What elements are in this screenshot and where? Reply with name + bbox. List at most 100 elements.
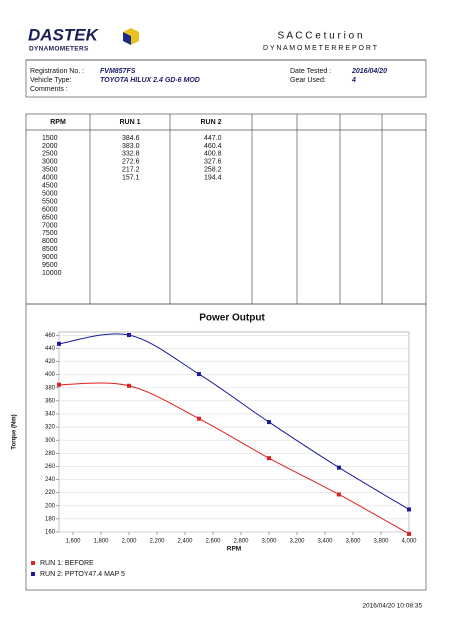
label: Registration No. :: [30, 68, 84, 75]
logo: DASTEK: [28, 25, 100, 44]
x-tick-label: 1,600: [65, 539, 81, 545]
x-tick-label: 3,400: [317, 539, 333, 545]
point-marker: [197, 416, 201, 421]
table-columns: [89, 114, 383, 304]
table-cell: 3500: [42, 167, 58, 174]
x-tick-label: 2,400: [177, 539, 193, 545]
table-cell: 7000: [42, 222, 58, 229]
table-cell: 258.2: [204, 167, 222, 174]
legend-label: RUN 1: BEFORE: [40, 560, 94, 567]
table-cell: 2000: [42, 143, 58, 150]
chart-box: [25, 303, 427, 591]
label: Gear Used:: [290, 77, 326, 84]
chart-title: Power Output: [199, 313, 265, 324]
label: Vehicle Type:: [30, 77, 72, 84]
value: 4: [351, 77, 356, 84]
table-cell: 384.6: [122, 135, 140, 142]
y-tick-label: 180: [45, 516, 56, 522]
y-tick-label: 360: [45, 398, 56, 404]
y-tick-label: 260: [45, 464, 56, 470]
table-cell: 8000: [42, 238, 58, 245]
point-marker: [407, 531, 411, 536]
logo-icon: [123, 28, 139, 45]
table-cell: 5000: [42, 190, 58, 197]
table-cell: 6000: [42, 206, 58, 213]
plot-area: [58, 331, 410, 533]
table-cell: 9000: [42, 254, 58, 261]
legend-swatch: [31, 561, 35, 565]
value: FVM857FS: [100, 68, 136, 75]
y-tick-label: 460: [45, 333, 56, 339]
point-marker: [127, 333, 131, 338]
x-axis-label: RPM: [227, 546, 241, 553]
value: 2016/04/20: [351, 68, 387, 75]
y-tick-label: 220: [45, 490, 56, 496]
x-tick-label: 1,800: [93, 539, 109, 545]
point-marker: [337, 492, 341, 497]
report-subtitle: D Y N A M O M E T E R R E P O R T: [263, 45, 378, 52]
legend-swatch: [31, 572, 35, 576]
y-tick-label: 240: [45, 477, 56, 483]
label: Date Tested :: [290, 68, 331, 75]
point-marker: [57, 382, 61, 387]
table-header: RUN 2: [200, 119, 221, 126]
table-cell: 332.8: [122, 151, 140, 158]
table-cell: 7500: [42, 230, 58, 237]
y-tick-label: 440: [45, 346, 56, 352]
table-cell: 272.6: [122, 159, 140, 166]
x-tick-label: 4,000: [401, 539, 417, 545]
table-cell: 400.8: [204, 151, 222, 158]
y-tick-label: 300: [45, 438, 56, 444]
y-tick-label: 380: [45, 385, 56, 391]
table-cell: 8500: [42, 246, 58, 253]
table-cell: 9500: [42, 262, 58, 269]
timestamp: 2016/04/20 10:08:35: [362, 603, 422, 610]
table-cell: 327.6: [204, 159, 222, 166]
legend-label: RUN 2: PPTOY47.4 MAP 5: [40, 571, 125, 578]
y-tick-label: 200: [45, 503, 56, 509]
x-tick-label: 3,000: [261, 539, 277, 545]
label: Comments :: [30, 86, 68, 93]
y-tick-label: 280: [45, 451, 56, 457]
table-cell: 3000: [42, 159, 58, 166]
y-tick-label: 340: [45, 412, 56, 418]
point-marker: [337, 465, 341, 470]
table-cell: 6500: [42, 214, 58, 221]
table-cell: 217.2: [122, 167, 140, 174]
table-cell: 460.4: [204, 143, 222, 150]
y-axis-label: Torque (Nm): [12, 414, 18, 449]
point-marker: [267, 456, 271, 461]
table-cell: 5500: [42, 198, 58, 205]
table-cell: 157.1: [122, 175, 140, 182]
table-cell: 383.0: [122, 143, 140, 150]
table-cell: 1500: [42, 135, 58, 142]
value: TOYOTA HILUX 2.4 GD-6 MOD: [100, 77, 200, 84]
logo-sub: DYNAMOMETERS: [29, 46, 89, 53]
y-tick-label: 420: [45, 359, 56, 365]
y-tick-label: 320: [45, 425, 56, 431]
x-tick-label: 3,600: [345, 539, 361, 545]
point-marker: [57, 341, 61, 346]
table-header: RPM: [50, 119, 66, 126]
report-title: S A C C e t u r i o n: [277, 31, 362, 42]
x-tick-label: 3,200: [289, 539, 305, 545]
table-cell: 4000: [42, 175, 58, 182]
y-tick-label: 400: [45, 372, 56, 378]
x-tick-label: 2,600: [205, 539, 221, 545]
table-cell: 2500: [42, 151, 58, 158]
x-tick-label: 2,200: [149, 539, 165, 545]
series-line: [58, 382, 410, 535]
info-box: [25, 59, 427, 98]
x-tick-label: 2,000: [121, 539, 137, 545]
table-cell: 10000: [42, 270, 62, 277]
point-marker: [267, 420, 271, 425]
table-cell: 447.0: [204, 135, 222, 142]
x-tick-label: 2,800: [233, 539, 249, 545]
point-marker: [197, 372, 201, 377]
table-cell: 4500: [42, 183, 58, 190]
y-tick-label: 160: [45, 530, 56, 536]
point-marker: [407, 507, 411, 512]
table-header: RUN 1: [119, 119, 140, 126]
